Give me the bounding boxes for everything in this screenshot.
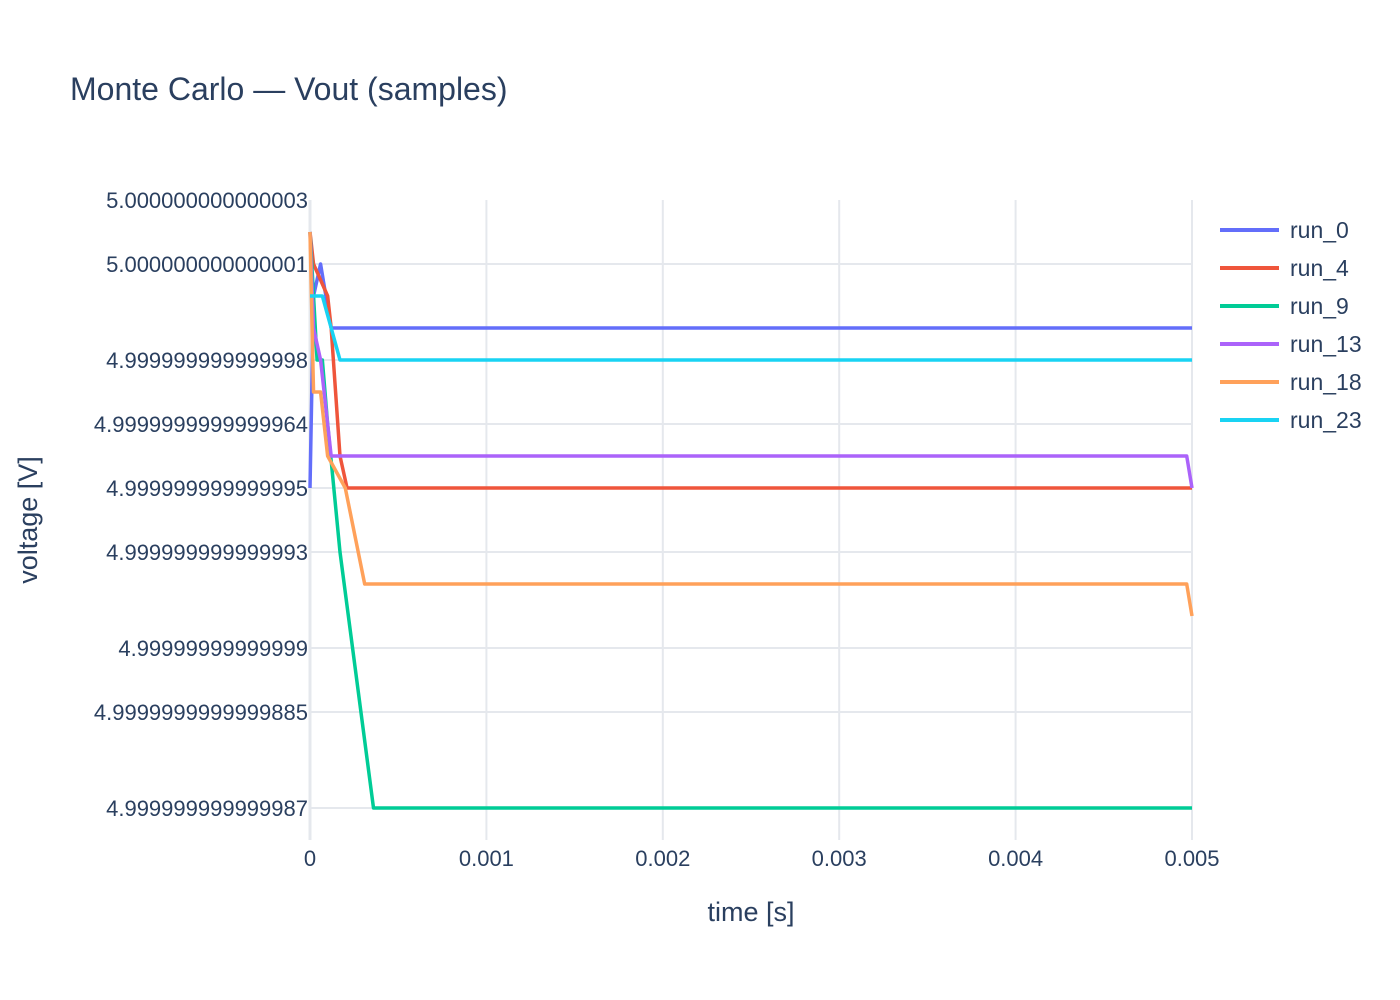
legend-label: run_23: [1290, 407, 1362, 433]
y-tick-label: 4.99999999999999: [118, 636, 308, 661]
series-line-run-18: [308, 231, 1194, 617]
y-tick-label: 4.9999999999999964: [94, 412, 308, 437]
legend[interactable]: run_0 run_4 run_9 run_13 run_18 run_23: [1220, 217, 1362, 433]
chart-title: Monte Carlo — Vout (samples): [70, 71, 508, 107]
legend-label: run_18: [1290, 369, 1362, 395]
legend-label: run_9: [1290, 293, 1349, 319]
x-tick-label: 0.005: [1164, 846, 1219, 871]
legend-label: run_0: [1290, 217, 1349, 243]
x-axis-ticks: 0 0.001 0.002 0.003 0.004 0.005: [304, 846, 1220, 871]
legend-item-run-9[interactable]: run_9: [1220, 293, 1349, 319]
x-axis-title: time [s]: [707, 897, 794, 927]
x-tick-label: 0.003: [812, 846, 867, 871]
legend-item-run-4[interactable]: run_4: [1220, 255, 1349, 281]
legend-item-run-18[interactable]: run_18: [1220, 369, 1362, 395]
x-gridlines: [308, 200, 1193, 840]
y-tick-label: 5.000000000000001: [106, 252, 308, 277]
legend-item-run-23[interactable]: run_23: [1220, 407, 1362, 433]
y-axis-ticks: 5.000000000000003 5.000000000000001 4.9999…: [94, 188, 308, 821]
legend-item-run-0[interactable]: run_0: [1220, 217, 1349, 243]
legend-item-run-13[interactable]: run_13: [1220, 331, 1362, 357]
y-tick-label: 4.9999999999999885: [94, 700, 308, 725]
series-line-run-23: [310, 294, 1192, 362]
legend-label: run_4: [1290, 255, 1349, 281]
y-tick-label: 4.999999999999993: [106, 540, 308, 565]
x-tick-label: 0.002: [635, 846, 690, 871]
legend-label: run_13: [1290, 331, 1362, 357]
y-tick-label: 5.000000000000003: [106, 188, 308, 213]
y-tick-label: 4.999999999999995: [106, 476, 308, 501]
x-tick-label: 0: [304, 846, 316, 871]
y-axis-title: voltage [V]: [13, 456, 43, 584]
y-tick-label: 4.999999999999987: [106, 796, 308, 821]
x-tick-label: 0.001: [459, 846, 514, 871]
y-tick-label: 4.999999999999998: [106, 348, 308, 373]
plot-area: [308, 231, 1194, 810]
x-tick-label: 0.004: [988, 846, 1043, 871]
